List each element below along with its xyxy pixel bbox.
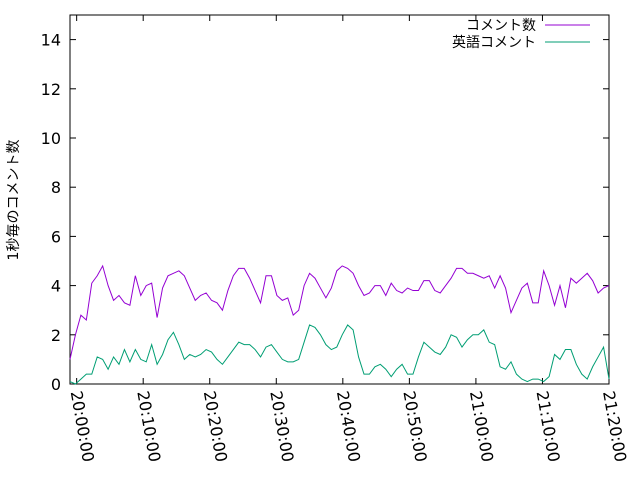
y-tick-label: 12 <box>41 80 61 99</box>
x-tick-label: 20:10:00 <box>133 389 164 463</box>
y-tick-label: 0 <box>51 375 61 394</box>
x-tick-label: 20:20:00 <box>200 389 231 463</box>
x-tick-label: 20:50:00 <box>399 389 430 463</box>
y-axis-title: 1秒毎のコメント数 <box>6 140 22 261</box>
plot-frame <box>69 14 610 385</box>
y-tick-label: 2 <box>51 326 61 345</box>
y-tick-label: 10 <box>41 129 61 148</box>
legend-label-1: コメント数 <box>466 18 536 34</box>
x-tick-label: 21:20:00 <box>599 389 630 463</box>
x-tick-label: 20:30:00 <box>266 389 297 463</box>
y-tick-label: 14 <box>41 31 61 50</box>
x-tick-label: 20:40:00 <box>333 389 364 463</box>
y-tick-label: 8 <box>51 178 61 197</box>
series-line-2 <box>69 324 610 385</box>
x-tick-label: 20:00:00 <box>67 389 98 463</box>
series-line-1 <box>69 264 610 360</box>
x-axis: 20:00:00 20:10:00 20:20:00 20:30:00 20:40:00… <box>67 15 630 463</box>
y-tick-label: 4 <box>51 277 61 296</box>
y-axis: 0 2 4 6 8 10 12 14 <box>41 31 609 394</box>
series-layer <box>69 264 610 385</box>
x-tick-label: 21:10:00 <box>533 389 564 463</box>
y-tick-label: 6 <box>51 227 61 246</box>
x-tick-label: 21:00:00 <box>466 389 497 463</box>
legend-label-2: 英語コメント <box>452 34 536 51</box>
